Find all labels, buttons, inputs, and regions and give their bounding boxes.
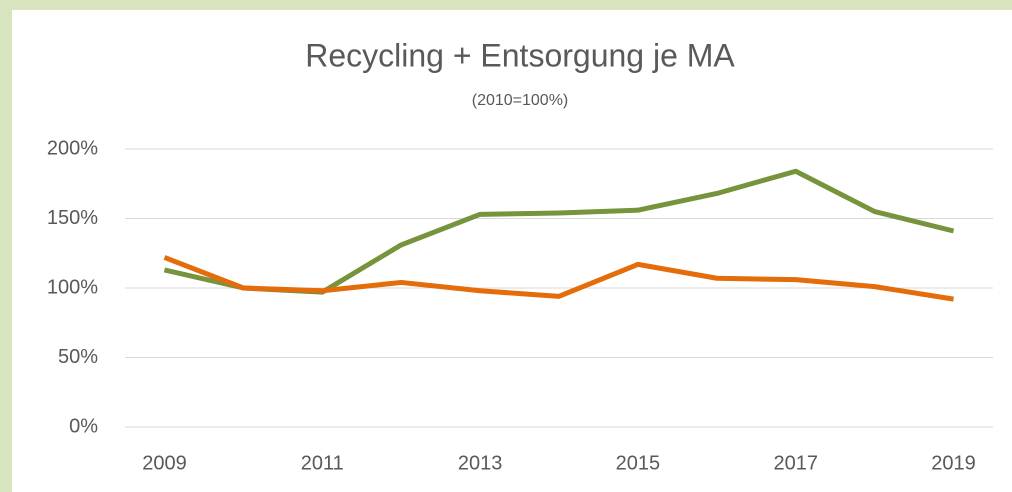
y-tick-label: 150% (47, 207, 98, 229)
x-tick-label: 2019 (931, 452, 976, 474)
y-tick-label: 100% (47, 276, 98, 298)
x-tick-label: 2013 (458, 452, 503, 474)
y-tick-label: 200% (47, 137, 98, 159)
x-tick-label: 2017 (773, 452, 818, 474)
x-tick-label: 2009 (142, 452, 187, 474)
chart-area (12, 10, 1012, 492)
chart-subtitle: (2010=100%) (472, 92, 569, 109)
y-tick-label: 0% (69, 415, 98, 437)
x-tick-label: 2011 (301, 452, 344, 474)
x-tick-label: 2015 (616, 452, 661, 474)
y-tick-label: 50% (58, 346, 98, 368)
line-series (163, 255, 954, 302)
chart-title: Recycling + Entsorgung je MA (305, 37, 735, 73)
